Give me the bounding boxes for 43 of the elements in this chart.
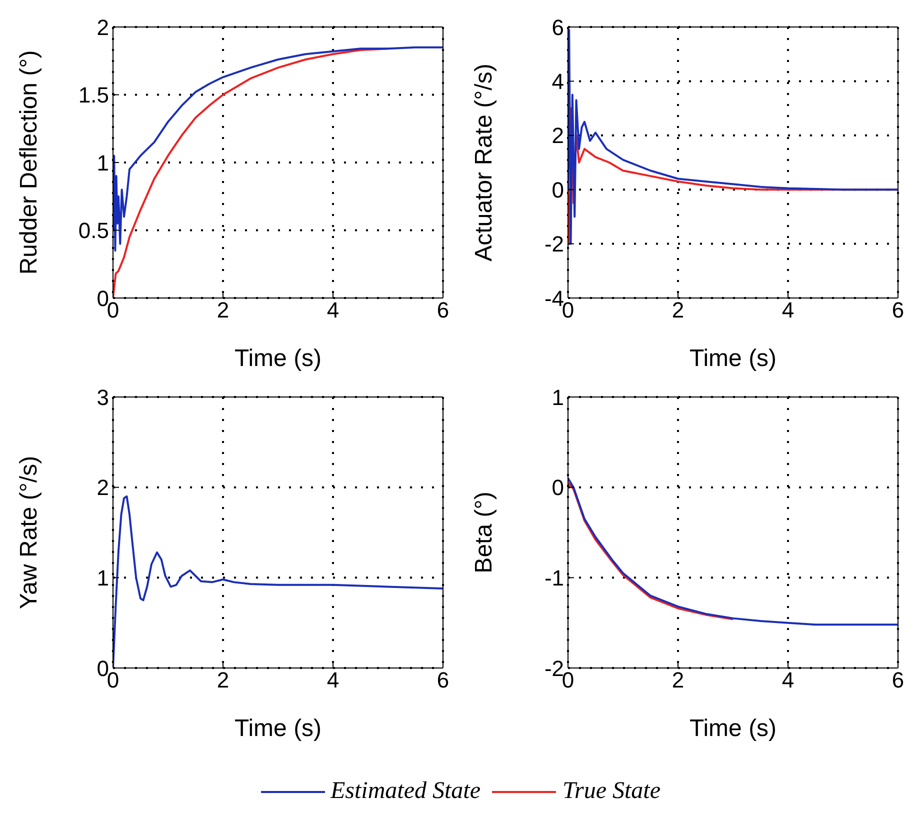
y-tick-label: 1 — [552, 384, 564, 410]
x-tick-label: 2 — [216, 298, 230, 323]
x-tick-label: 4 — [326, 298, 340, 323]
x-tick-label: 4 — [326, 668, 340, 693]
line-series — [113, 46, 443, 252]
y-tick-label: 6 — [552, 14, 564, 40]
x-tick-label: 2 — [672, 298, 684, 323]
y-tick-label: 2 — [96, 475, 109, 500]
y-tick-label: 4 — [552, 69, 564, 94]
y-tick-label: -1 — [544, 565, 564, 590]
y-tick-label: 0.5 — [78, 218, 109, 244]
legend-label: True State — [562, 778, 660, 805]
y-axis-title: Yaw Rate (°/s) — [16, 456, 43, 610]
y-tick-label: 0 — [552, 475, 564, 500]
y-tick-label: 3 — [96, 384, 109, 410]
y-tick-label: 1 — [96, 565, 109, 590]
y-tick-label: -2 — [544, 232, 564, 257]
x-axis-title: Time (s) — [234, 345, 322, 372]
y-tick-label: -4 — [544, 286, 564, 311]
x-tick-label: 4 — [782, 668, 794, 693]
x-axis-title: Time (s) — [689, 345, 777, 372]
line-series — [568, 477, 898, 626]
x-tick-label: 6 — [436, 668, 450, 693]
y-axis-title: Actuator Rate (°/s) — [470, 64, 498, 262]
x-tick-label: 6 — [892, 668, 904, 693]
y-tick-label: 0 — [552, 177, 564, 202]
x-axis-title: Time (s) — [689, 715, 777, 742]
y-tick-label: 1 — [96, 150, 109, 176]
x-tick-label: 6 — [892, 298, 904, 323]
x-tick-label: 6 — [436, 298, 450, 323]
y-axis-title: Beta (°) — [470, 492, 498, 574]
y-tick-label: 2 — [96, 14, 109, 40]
x-tick-label: 2 — [672, 668, 684, 693]
x-tick-label: 4 — [782, 298, 794, 323]
y-tick-label: -2 — [544, 656, 564, 681]
y-axis-title: Rudder Deflection (°) — [16, 50, 43, 275]
x-tick-label: 2 — [216, 668, 230, 693]
x-axis-title: Time (s) — [234, 715, 322, 742]
line-series — [113, 48, 389, 298]
y-tick-label: 1.5 — [78, 82, 109, 108]
line-series — [568, 482, 734, 620]
legend-label: Estimated State — [330, 778, 480, 805]
y-tick-label: 2 — [552, 123, 564, 148]
